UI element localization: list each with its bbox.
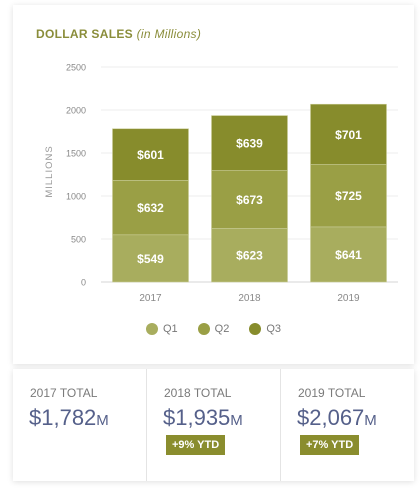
total-amount: $2,067 xyxy=(297,405,365,430)
legend-label: Q2 xyxy=(214,323,230,336)
bar-segment xyxy=(112,128,189,181)
legend-swatch xyxy=(249,323,262,336)
total-unit: M xyxy=(364,412,377,429)
ytd-badge: +7% YTD xyxy=(300,435,360,455)
y-axis-label: MILLIONS xyxy=(44,145,55,197)
total-value: $2,067M xyxy=(297,405,377,431)
chart-title-main: DOLLAR SALES xyxy=(36,27,133,41)
y-tick-label: 1500 xyxy=(66,149,86,159)
x-tick-label: 2017 xyxy=(139,293,162,304)
total-label: 2018 TOTAL xyxy=(164,386,232,400)
bar-value-label: $701 xyxy=(335,128,362,142)
bar-segment xyxy=(310,226,387,283)
bar-value-label: $639 xyxy=(236,137,263,151)
legend-item: Q2 xyxy=(197,323,230,336)
total-2018: 2018 TOTAL $1,935M +9% YTD xyxy=(147,369,281,481)
bar-value-label: $549 xyxy=(137,252,164,266)
y-tick-label: 500 xyxy=(71,235,86,245)
chart-title-sub: (in Millions) xyxy=(136,27,202,41)
legend-swatch xyxy=(145,323,158,336)
bar-value-label: $725 xyxy=(335,189,362,203)
stacked-bar-chart: 0 500 1000 1500 2000 2500 MILLIONS $549 $632 $601… xyxy=(44,63,398,304)
total-value: $1,782M xyxy=(29,405,109,431)
y-tick-label: 0 xyxy=(81,278,86,288)
legend-label: Q1 xyxy=(162,323,178,336)
sales-chart-card: DOLLAR SALES (in Millions) 0 500 1000 1500 2… xyxy=(13,5,414,364)
legend-label: Q3 xyxy=(266,323,282,336)
y-tick-label: 2500 xyxy=(66,63,86,73)
total-value: $1,935M xyxy=(163,405,243,431)
total-amount: $1,935 xyxy=(163,405,231,430)
bar-value-label: $601 xyxy=(137,148,164,162)
total-unit: M xyxy=(96,412,109,429)
total-label: 2017 TOTAL xyxy=(30,386,98,400)
bar-value-label: $673 xyxy=(236,193,263,207)
chart-title: DOLLAR SALES (in Millions) xyxy=(36,27,201,41)
bar-value-label: $641 xyxy=(335,248,362,262)
bar-value-label: $632 xyxy=(137,201,164,215)
bar-segment xyxy=(310,103,387,165)
total-unit: M xyxy=(230,412,243,429)
totals-panel: 2017 TOTAL $1,782M 2018 TOTAL $1,935M +9… xyxy=(13,369,414,481)
total-label: 2019 TOTAL xyxy=(298,386,366,400)
bar-segment xyxy=(310,164,387,228)
bar-value-label: $623 xyxy=(236,249,263,263)
total-2017: 2017 TOTAL $1,782M xyxy=(13,369,147,481)
legend-item: Q1 xyxy=(145,323,178,336)
x-tick-label: 2018 xyxy=(238,293,261,304)
legend-item: Q3 xyxy=(249,323,282,336)
y-tick-label: 1000 xyxy=(66,192,86,202)
legend-swatch xyxy=(197,323,210,336)
bar-segment xyxy=(211,115,288,171)
bar-segment xyxy=(112,234,189,283)
total-amount: $1,782 xyxy=(29,405,97,430)
total-2019: 2019 TOTAL $2,067M +7% YTD xyxy=(281,369,414,481)
y-tick-label: 2000 xyxy=(66,106,86,116)
chart-legend: Q1 Q2 Q3 xyxy=(13,323,414,336)
x-tick-label: 2019 xyxy=(337,293,360,304)
ytd-badge: +9% YTD xyxy=(166,435,226,455)
